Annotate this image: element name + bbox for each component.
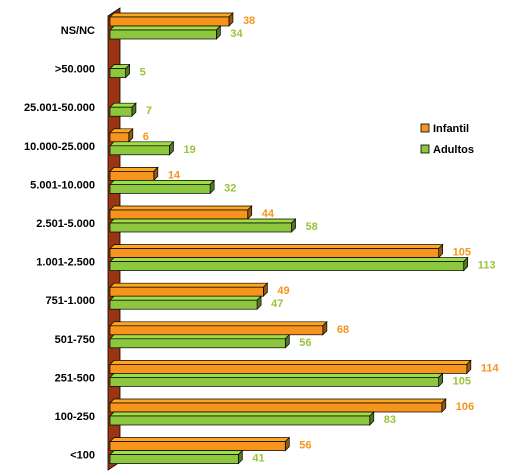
bar-infantil <box>109 243 444 259</box>
value-label-adultos: 58 <box>306 221 318 233</box>
category-label: 2.501-5.000 <box>36 218 95 230</box>
category-label: <100 <box>70 450 95 462</box>
category-label: 10.000-25.000 <box>24 141 95 153</box>
category-label: NS/NC <box>61 25 95 37</box>
category-label: 501-750 <box>55 334 95 346</box>
value-label-adultos: 34 <box>230 28 243 40</box>
legend-swatch-infantil <box>420 123 430 133</box>
bar-adultos <box>109 218 297 233</box>
bar-infantil <box>109 359 472 375</box>
value-label-infantil: 44 <box>262 208 275 220</box>
value-label-infantil: 49 <box>277 285 289 297</box>
bar-adultos <box>109 25 222 40</box>
bar-infantil <box>109 127 134 143</box>
bar-adultos <box>109 372 444 388</box>
value-label-adultos: 19 <box>183 144 195 156</box>
bar-adultos <box>109 449 244 465</box>
bar-infantil <box>109 282 269 298</box>
value-label-adultos: 113 <box>478 260 496 272</box>
value-label-infantil: 114 <box>481 362 500 374</box>
bar-adultos <box>109 411 375 426</box>
value-label-adultos: 56 <box>299 337 311 349</box>
bars <box>109 12 472 465</box>
category-label: 1.001-2.500 <box>36 257 95 269</box>
bar-infantil <box>109 205 253 220</box>
bar-infantil <box>109 12 234 27</box>
value-label-adultos: 105 <box>453 375 471 387</box>
bar-adultos <box>109 63 131 79</box>
category-label: 25.001-50.000 <box>24 102 95 114</box>
value-label-infantil: 106 <box>456 401 474 413</box>
value-label-adultos: 83 <box>384 414 396 426</box>
bar-infantil <box>109 166 159 182</box>
value-label-infantil: 68 <box>337 324 349 336</box>
legend-label-infantil: Infantil <box>433 123 469 135</box>
bar-infantil <box>109 436 291 452</box>
bar-infantil <box>109 320 328 336</box>
category-label: 100-250 <box>55 411 95 423</box>
bar-adultos <box>109 140 175 156</box>
legend: Infantil Adultos <box>420 123 474 156</box>
bar-adultos <box>109 295 262 311</box>
value-label-infantil: 38 <box>243 15 255 27</box>
legend-swatch-adultos <box>420 144 430 154</box>
legend-label-adultos: Adultos <box>433 144 474 156</box>
value-label-infantil: 56 <box>299 440 311 452</box>
category-labels: NS/NC >50.000 25.001-50.000 10.000-25.000 5.… <box>24 25 95 462</box>
value-label-adultos: 41 <box>252 453 264 465</box>
category-label: 5.001-10.000 <box>30 179 95 191</box>
bar-adultos <box>109 333 291 349</box>
value-label-infantil: 105 <box>453 247 471 259</box>
value-label-adultos: 5 <box>140 67 146 79</box>
value-label-adultos: 47 <box>271 298 283 310</box>
bar-adultos <box>109 256 469 272</box>
category-label: >50.000 <box>55 64 95 76</box>
category-label: 251-500 <box>55 372 95 384</box>
bar-adultos <box>109 102 137 118</box>
bar-adultos <box>109 179 216 195</box>
value-label-adultos: 7 <box>146 105 152 117</box>
value-label-infantil: 14 <box>168 169 181 181</box>
bar-infantil <box>109 398 447 413</box>
category-label: 751-1.000 <box>45 295 95 307</box>
value-label-infantil: 6 <box>143 131 149 143</box>
value-label-adultos: 32 <box>224 182 236 194</box>
